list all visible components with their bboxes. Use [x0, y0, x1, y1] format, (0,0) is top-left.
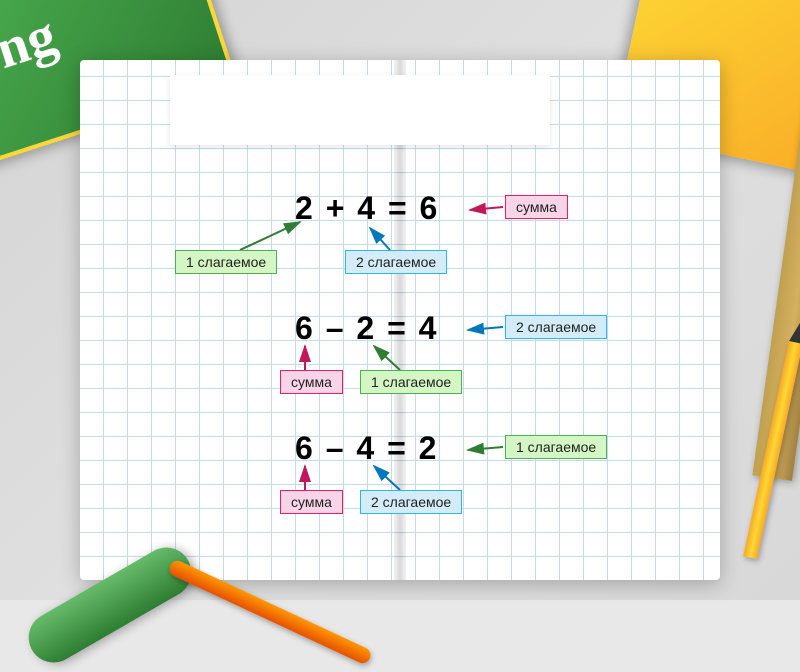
label-l1b: 2 слагаемое [345, 250, 447, 274]
label-l3c: 1 слагаемое [505, 435, 607, 459]
white-overlay [170, 75, 550, 145]
label-l2b: 1 слагаемое [360, 370, 462, 394]
label-l2c: 2 слагаемое [505, 315, 607, 339]
label-l1a: 1 слагаемое [175, 250, 277, 274]
label-l2a: сумма [280, 370, 343, 394]
label-l3b: 2 слагаемое [360, 490, 462, 514]
equation-3: 6 – 4 = 2 [295, 430, 438, 467]
equation-2: 6 – 2 = 4 [295, 310, 438, 347]
equation-1: 2 + 4 = 6 [295, 190, 439, 227]
label-l3a: сумма [280, 490, 343, 514]
label-l1c: сумма [505, 195, 568, 219]
